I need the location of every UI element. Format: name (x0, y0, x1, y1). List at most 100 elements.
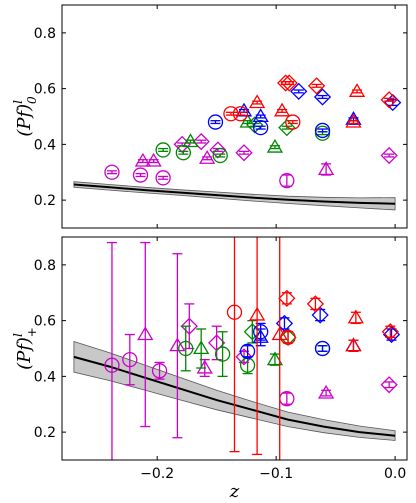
circle-marker (279, 172, 295, 189)
diamond-marker (311, 306, 329, 324)
diamond-marker (380, 376, 398, 394)
data-point-circle (314, 125, 331, 141)
diamond-marker (290, 82, 308, 101)
triangle-marker (266, 138, 284, 153)
diamond-marker (246, 116, 264, 134)
data-point-circle (207, 114, 224, 130)
data-point-diamond (380, 91, 398, 109)
data-point-triangle (317, 161, 335, 176)
data-point-circle (178, 325, 194, 372)
diamond-marker (278, 289, 296, 307)
triangle-marker (317, 161, 335, 176)
circle-marker (155, 170, 171, 186)
data-point-triangle (248, 94, 266, 109)
data-point-triangle (252, 108, 269, 123)
data-point-circle (151, 361, 168, 380)
y-tick-label: 0.6 (34, 82, 56, 98)
y-axis-label-super: l (11, 333, 25, 337)
data-point-circle (223, 106, 239, 122)
circle-marker (104, 357, 120, 373)
data-point-triangle (266, 351, 284, 366)
circle-marker (122, 351, 138, 368)
diamond-marker (382, 325, 401, 344)
bottom-panel: 0.2 0.4 0.6 0.8 −0.2 −0.1 0.0 (Pf)l+ z (11, 236, 408, 502)
data-point-circle (155, 142, 171, 158)
y-axis-label-sub: + (25, 327, 39, 337)
circle-marker (132, 167, 149, 183)
data-point-triangle (182, 133, 199, 148)
triangle-marker (266, 351, 284, 366)
x-tick-label: −0.1 (259, 466, 293, 482)
data-point-triangle (193, 328, 210, 369)
data-point-diamond (235, 144, 253, 162)
y-tick-label: 0.4 (34, 137, 56, 153)
triangle-marker (271, 326, 288, 341)
diamond-marker (380, 146, 398, 165)
data-point-triangle (199, 150, 216, 164)
data-point-circle (104, 241, 120, 460)
data-point-circle (226, 237, 243, 453)
circle-marker (253, 324, 269, 340)
data-point-diamond (384, 93, 402, 112)
diamond-marker (307, 77, 326, 95)
data-point-triangle (169, 253, 186, 439)
triangle-marker (345, 111, 362, 125)
data-point-triangle (317, 384, 335, 399)
data-point-circle (239, 343, 256, 359)
circle-marker (314, 122, 331, 139)
data-point-triangle (137, 241, 154, 428)
diamond-marker (380, 91, 398, 109)
diamond-marker (384, 93, 402, 112)
y-tick-label: 0.8 (34, 26, 56, 42)
circle-marker (178, 340, 194, 357)
y-axis-label-super: l (11, 100, 25, 104)
data-point-triangle (248, 237, 266, 456)
data-point-diamond (306, 295, 325, 313)
data-point-diamond (313, 88, 332, 106)
diamond-marker (277, 74, 295, 92)
data-point-circle (253, 120, 269, 136)
diamond-marker (381, 323, 399, 341)
data-point-circle (314, 122, 331, 139)
y-tick-label: 0.2 (34, 425, 56, 441)
circle-marker (314, 340, 331, 357)
triangle-marker (317, 384, 335, 399)
triangle-marker (199, 150, 216, 164)
data-point-diamond (280, 74, 298, 92)
circle-marker (280, 329, 296, 346)
data-point-diamond (209, 141, 227, 159)
circle-marker (155, 142, 171, 158)
circle-marker (226, 304, 243, 320)
triangle-marker (137, 326, 154, 341)
diamond-marker (192, 132, 210, 151)
fit-curve (73, 183, 396, 205)
data-point-diamond (290, 82, 308, 101)
circle-marker (104, 164, 120, 180)
triangle-marker (145, 152, 162, 167)
diamond-marker (278, 119, 296, 137)
circle-marker (253, 120, 269, 136)
triangle-marker (134, 152, 152, 167)
data-point-triangle (347, 309, 364, 325)
circle-marker (207, 114, 224, 130)
circle-marker (232, 106, 249, 122)
data-point-triangle (145, 152, 162, 167)
circle-marker (151, 363, 168, 379)
data-point-diamond (307, 77, 326, 95)
y-tick-label: 0.2 (34, 193, 56, 209)
diamond-marker (209, 141, 227, 159)
data-point-circle (314, 340, 331, 357)
data-points (104, 237, 401, 460)
data-point-diamond (380, 376, 398, 394)
triangle-marker (252, 108, 269, 123)
triangle-marker (235, 102, 253, 117)
data-point-circle (155, 170, 171, 186)
x-tick-label: 0.0 (384, 466, 406, 482)
triangle-marker (273, 102, 291, 117)
circle-marker (223, 106, 239, 122)
data-point-diamond (380, 146, 398, 165)
diamond-marker (280, 74, 298, 92)
diamond-marker (306, 295, 325, 313)
data-point-triangle (271, 237, 288, 460)
data-point-circle (104, 164, 120, 180)
